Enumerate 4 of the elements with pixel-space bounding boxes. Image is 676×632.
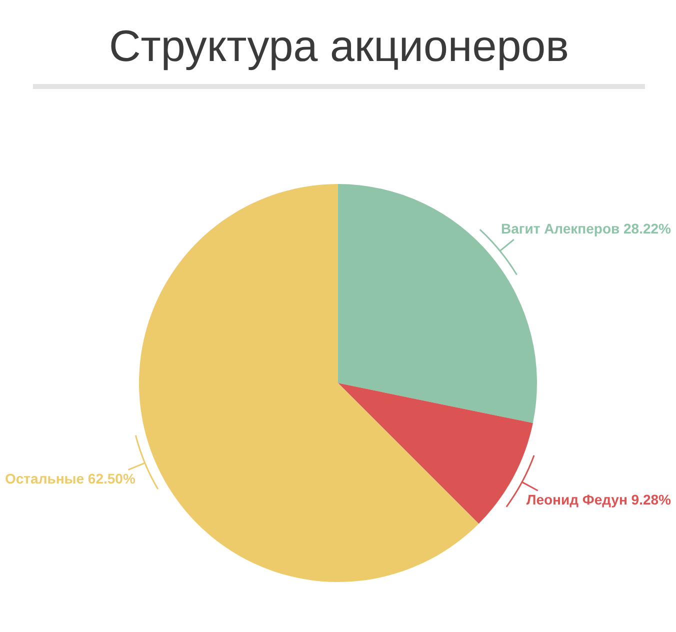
slice-label: Вагит Алекперов 28.22% [500,220,672,236]
chart-title: Структура акционеров [33,22,645,89]
slice-label: Остальные 62.50% [5,470,136,487]
slice-label: Леонид Федун 9.28% [526,491,672,508]
